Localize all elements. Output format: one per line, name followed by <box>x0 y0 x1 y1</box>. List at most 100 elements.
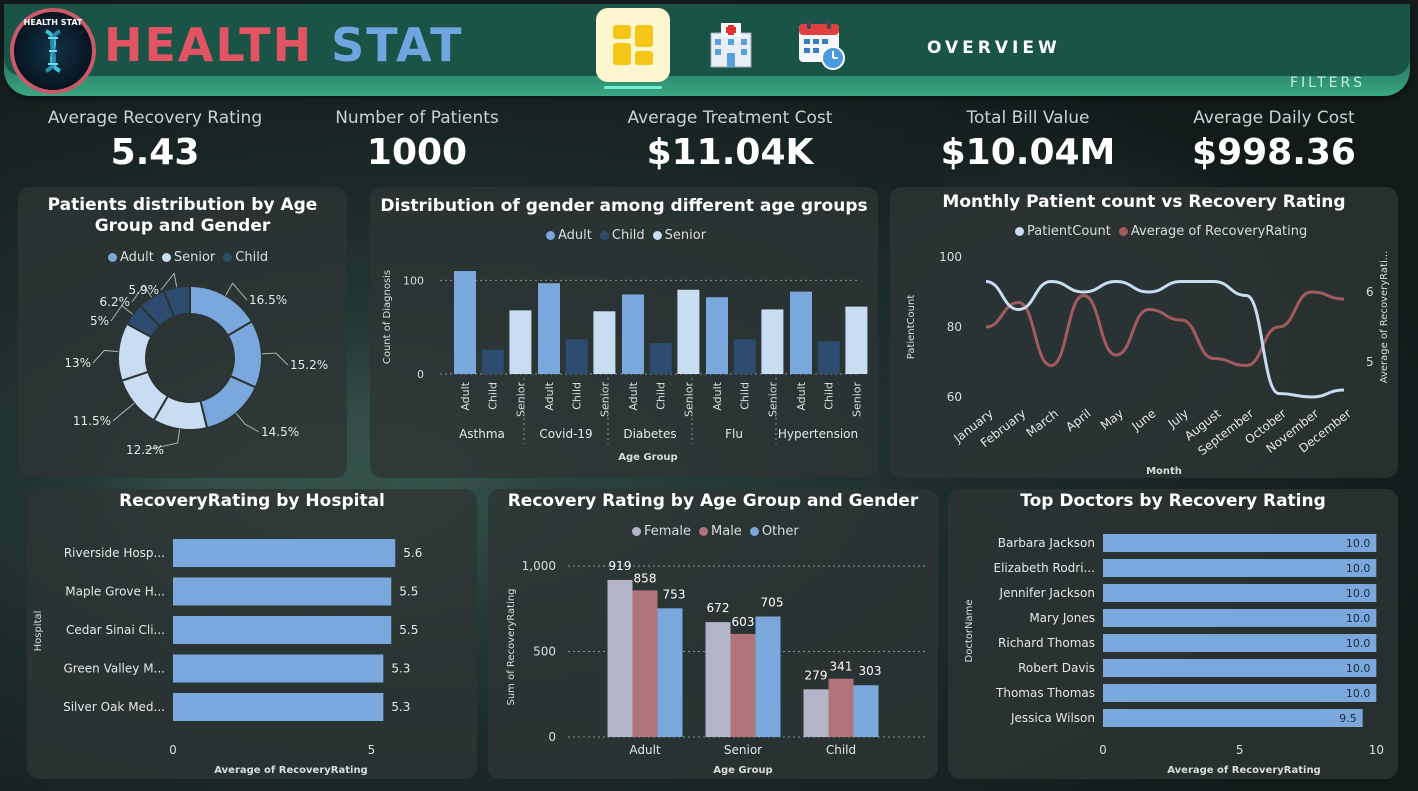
x-subcategory-label: Adult <box>543 381 556 410</box>
kpi-label: Average Treatment Cost <box>627 108 833 128</box>
legend-dot <box>632 527 641 536</box>
y-category-label: Richard Thomas <box>998 636 1095 650</box>
bar <box>173 654 384 683</box>
nav-hospital-button[interactable] <box>694 8 768 82</box>
y-category-label: Maple Grove H... <box>65 585 165 599</box>
legend-dot <box>699 527 709 536</box>
kpi-avg-daily-cost: Average Daily Cost $998.36 <box>1170 108 1378 173</box>
data-label: 10.0 <box>1346 562 1371 575</box>
data-label: 303 <box>859 664 882 678</box>
y-category-label: Jennifer Jackson <box>999 586 1095 600</box>
y-category-label: Thomas Thomas <box>995 686 1095 700</box>
bar <box>481 349 504 374</box>
monthly-panel[interactable]: Monthly Patient count vs Recovery Rating… <box>890 187 1398 478</box>
data-label: 9.5 <box>1339 712 1357 725</box>
x-subcategory-label: Adult <box>459 381 472 410</box>
app-title: HEALTH STAT <box>104 18 463 72</box>
slice-leader-line <box>261 352 289 366</box>
x-subcategory-label: Senior <box>850 382 863 418</box>
y-axis-title: DoctorName <box>964 600 975 663</box>
bar <box>622 294 644 374</box>
bar <box>173 577 392 606</box>
legend-item-female: Female <box>632 524 691 539</box>
page-title: OVERVIEW <box>927 38 1061 58</box>
bar <box>1103 709 1363 727</box>
kpi-label: Total Bill Value <box>966 108 1090 128</box>
header-top-band <box>4 4 1410 76</box>
x-tick-label: 5 <box>1236 743 1244 757</box>
calendar-icon <box>799 20 845 70</box>
gender-distribution-panel[interactable]: Distribution of gender among different a… <box>370 187 878 478</box>
bar <box>1103 584 1377 602</box>
legend-item-adult: Adult <box>546 228 592 243</box>
slice-label: 13% <box>64 356 91 370</box>
x-tick-label: 0 <box>169 743 177 757</box>
y-axis-title: Sum of RecoveryRating <box>506 588 517 705</box>
kpi-avg-treatment-cost: Average Treatment Cost $11.04K <box>610 108 850 173</box>
y-tick-label: 500 <box>533 645 556 659</box>
bar <box>538 283 560 374</box>
slice-label: 14.5% <box>261 425 299 439</box>
chart-title: Recovery Rating by Age Group and Gender <box>507 491 919 511</box>
x-group-label: Diabetes <box>623 427 676 441</box>
bar <box>1103 534 1377 552</box>
donut-chart-panel[interactable]: Patients distribution by Age Group and G… <box>18 187 347 478</box>
legend-label: Male <box>711 524 742 539</box>
bar <box>730 633 756 737</box>
legend-dot <box>749 527 759 536</box>
doctors-bar-chart: Barbara Jackson 10.0 Elizabeth Rodri... 10.… <box>964 534 1384 776</box>
data-label: 858 <box>634 571 657 585</box>
recovery-age-panel[interactable]: Recovery Rating by Age Group and Gender … <box>488 489 938 779</box>
y-category-label: Green Valley M... <box>63 662 165 676</box>
bar <box>509 310 532 374</box>
legend-label: Female <box>644 524 692 539</box>
kpi-label: Number of Patients <box>335 108 499 128</box>
y-tick-label: 1,000 <box>522 559 556 573</box>
y-tick-label: 100 <box>939 250 962 264</box>
legend-label: Average of RecoveryRating <box>1130 224 1308 239</box>
x-subcategory-label: Child <box>655 382 668 410</box>
slice-leader-line <box>235 413 260 433</box>
chart-title: Top Doctors by Recovery Rating <box>1020 491 1326 511</box>
bar <box>649 343 672 374</box>
x-tick-label: April <box>1063 406 1093 434</box>
hospital-icon <box>710 23 752 68</box>
bar <box>1103 634 1377 652</box>
x-axis-title: Month <box>1146 466 1182 477</box>
slice-leader-line <box>131 284 152 303</box>
slice-label: 11.5% <box>73 414 111 428</box>
bar <box>173 539 396 567</box>
hospital-panel[interactable]: RecoveryRating by Hospital Riverside Hos… <box>27 489 477 779</box>
hospital-bar-chart: Riverside Hosp... 5.6 Maple Grove H... 5.5 C… <box>33 539 422 776</box>
y2-tick-label: 5 <box>1366 355 1374 369</box>
legend-item-male: Male <box>699 524 742 539</box>
dashboard-icon <box>613 25 653 65</box>
bar <box>733 339 756 374</box>
bar <box>853 685 879 737</box>
legend-item-other: Other <box>749 524 799 539</box>
x-group-label: Covid-19 <box>539 427 592 441</box>
filters-button[interactable]: FILTERS <box>1290 75 1366 91</box>
x-subcategory-label: Adult <box>627 381 640 410</box>
data-label: 753 <box>663 587 686 601</box>
app-title-part1: HEALTH <box>104 18 314 72</box>
logo-text: HEALTH STAT <box>23 18 83 27</box>
x-tick-label: 5 <box>368 743 376 757</box>
doctors-panel[interactable]: Top Doctors by Recovery Rating Barbara J… <box>948 489 1398 779</box>
legend-label: Senior <box>664 228 707 243</box>
bar <box>845 306 868 374</box>
data-label: 919 <box>609 559 632 573</box>
legend-item-child: Child <box>599 228 645 243</box>
bar <box>761 309 784 374</box>
bar <box>817 341 840 374</box>
slice-leader-line <box>144 429 181 451</box>
data-label: 672 <box>707 601 730 615</box>
nav-overview-button[interactable] <box>596 8 670 82</box>
slice-leader-line <box>225 282 248 301</box>
recovery-rating-line <box>985 290 1345 368</box>
nav-calendar-button[interactable] <box>784 8 858 82</box>
legend-dot <box>652 231 662 240</box>
slice-leader-line <box>110 305 134 322</box>
kpi-value: $11.04K <box>646 132 814 173</box>
